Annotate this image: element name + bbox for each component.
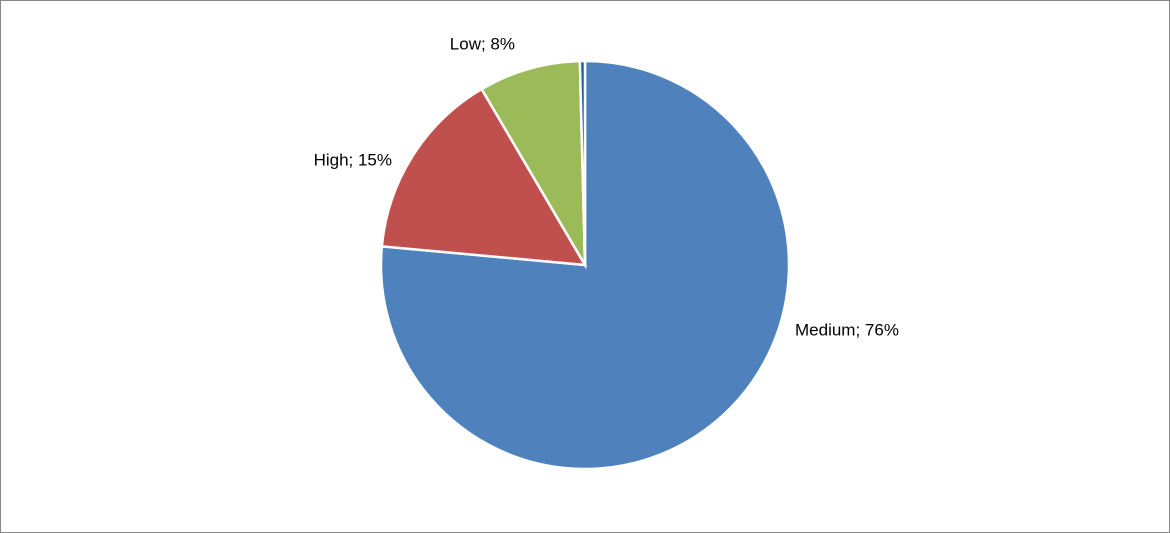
data-label: High; 15% <box>314 150 392 169</box>
pie-slice <box>578 59 587 266</box>
data-label: Low; 8% <box>450 34 515 53</box>
pie-slice <box>479 59 587 270</box>
data-label: Medium; 76% <box>795 320 899 339</box>
pie-slice <box>380 87 588 267</box>
